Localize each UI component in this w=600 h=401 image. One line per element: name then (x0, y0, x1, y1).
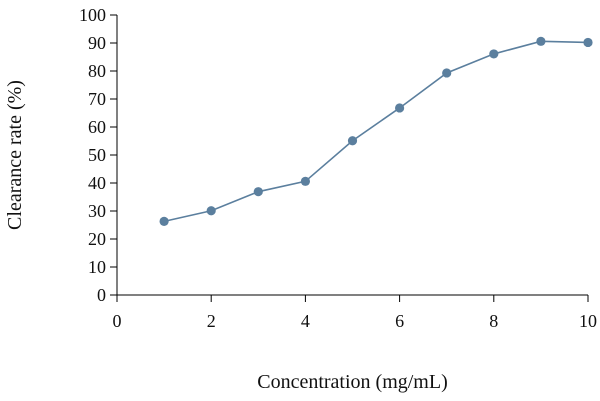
y-tick-label: 0 (97, 285, 106, 305)
data-point (347, 136, 358, 146)
series-line (163, 40, 589, 223)
x-tick-label: 4 (301, 311, 310, 331)
data-point (489, 49, 499, 59)
y-tick-label: 30 (88, 201, 106, 221)
x-tick-label: 8 (489, 311, 498, 331)
x-axis: 0 2 4 6 8 10 (113, 294, 597, 331)
y-axis: 0 10 20 30 40 50 60 70 80 90 100 (79, 5, 118, 305)
x-tick-label: 0 (113, 311, 122, 331)
data-point (300, 176, 310, 186)
y-tick-label: 90 (88, 33, 106, 53)
data-point (206, 206, 216, 216)
data-point (159, 216, 169, 226)
data-point (536, 36, 546, 46)
y-tick-label: 40 (88, 173, 106, 193)
x-tick-label: 2 (207, 311, 216, 331)
y-tick-label: 10 (88, 257, 106, 277)
data-point (395, 103, 405, 113)
y-tick-label: 100 (79, 5, 106, 25)
series-layer (159, 36, 593, 226)
y-tick-label: 80 (88, 61, 106, 81)
data-point (442, 68, 452, 78)
y-tick-label: 60 (88, 117, 106, 137)
x-axis-title: Concentration (mg/mL) (257, 371, 448, 393)
x-tick-label: 6 (395, 311, 404, 331)
y-axis-title: Clearance rate (%) (4, 80, 26, 230)
y-tick-label: 70 (88, 89, 106, 109)
y-tick-label: 50 (88, 145, 106, 165)
x-tick-label: 10 (579, 311, 597, 331)
data-point (583, 37, 593, 48)
data-point (253, 187, 263, 197)
y-tick-label: 20 (88, 229, 106, 249)
